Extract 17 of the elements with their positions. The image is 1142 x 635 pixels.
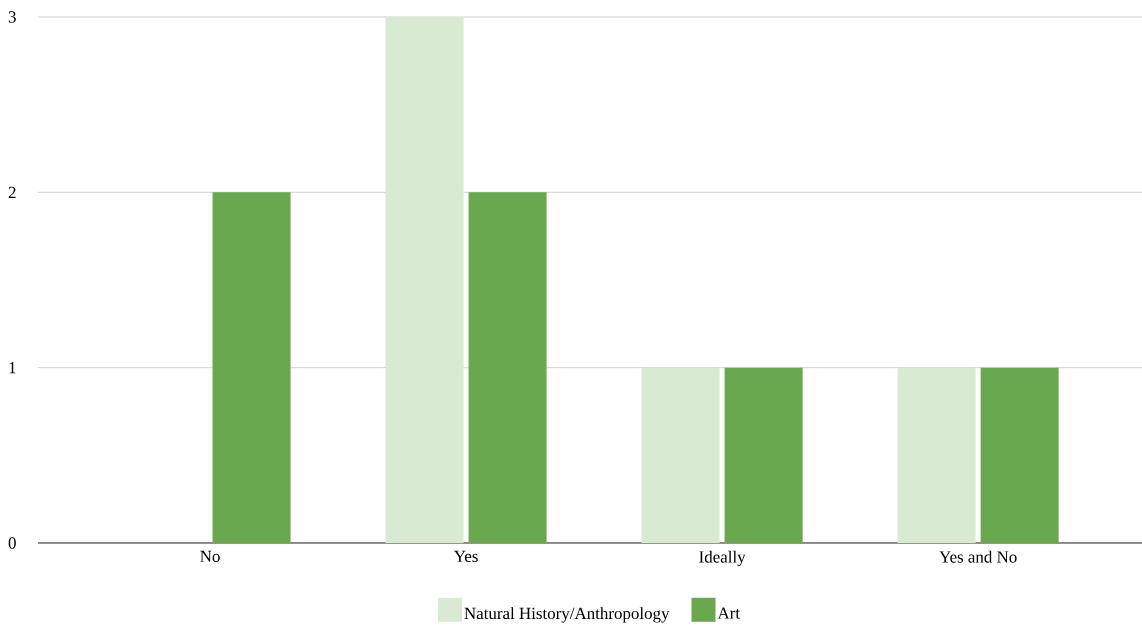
x-tick-label: Yes and No [939,550,1017,563]
bar [980,367,1059,543]
bar [385,16,464,543]
legend-label: Art [717,607,740,619]
y-tick-label: 2 [8,186,16,198]
y-tick-label: 3 [8,11,16,23]
bar [641,367,720,543]
bar [468,192,547,543]
x-tick-label: Yes [453,550,478,563]
legend-label: Natural History/Anthropology [464,607,670,623]
x-tick-label: No [200,550,220,563]
bar [897,367,976,543]
bar [724,367,803,543]
y-tick-label: 1 [9,362,16,374]
y-tick-label: 0 [8,537,16,549]
x-tick-label: Ideally [699,550,746,567]
bar [212,192,291,543]
